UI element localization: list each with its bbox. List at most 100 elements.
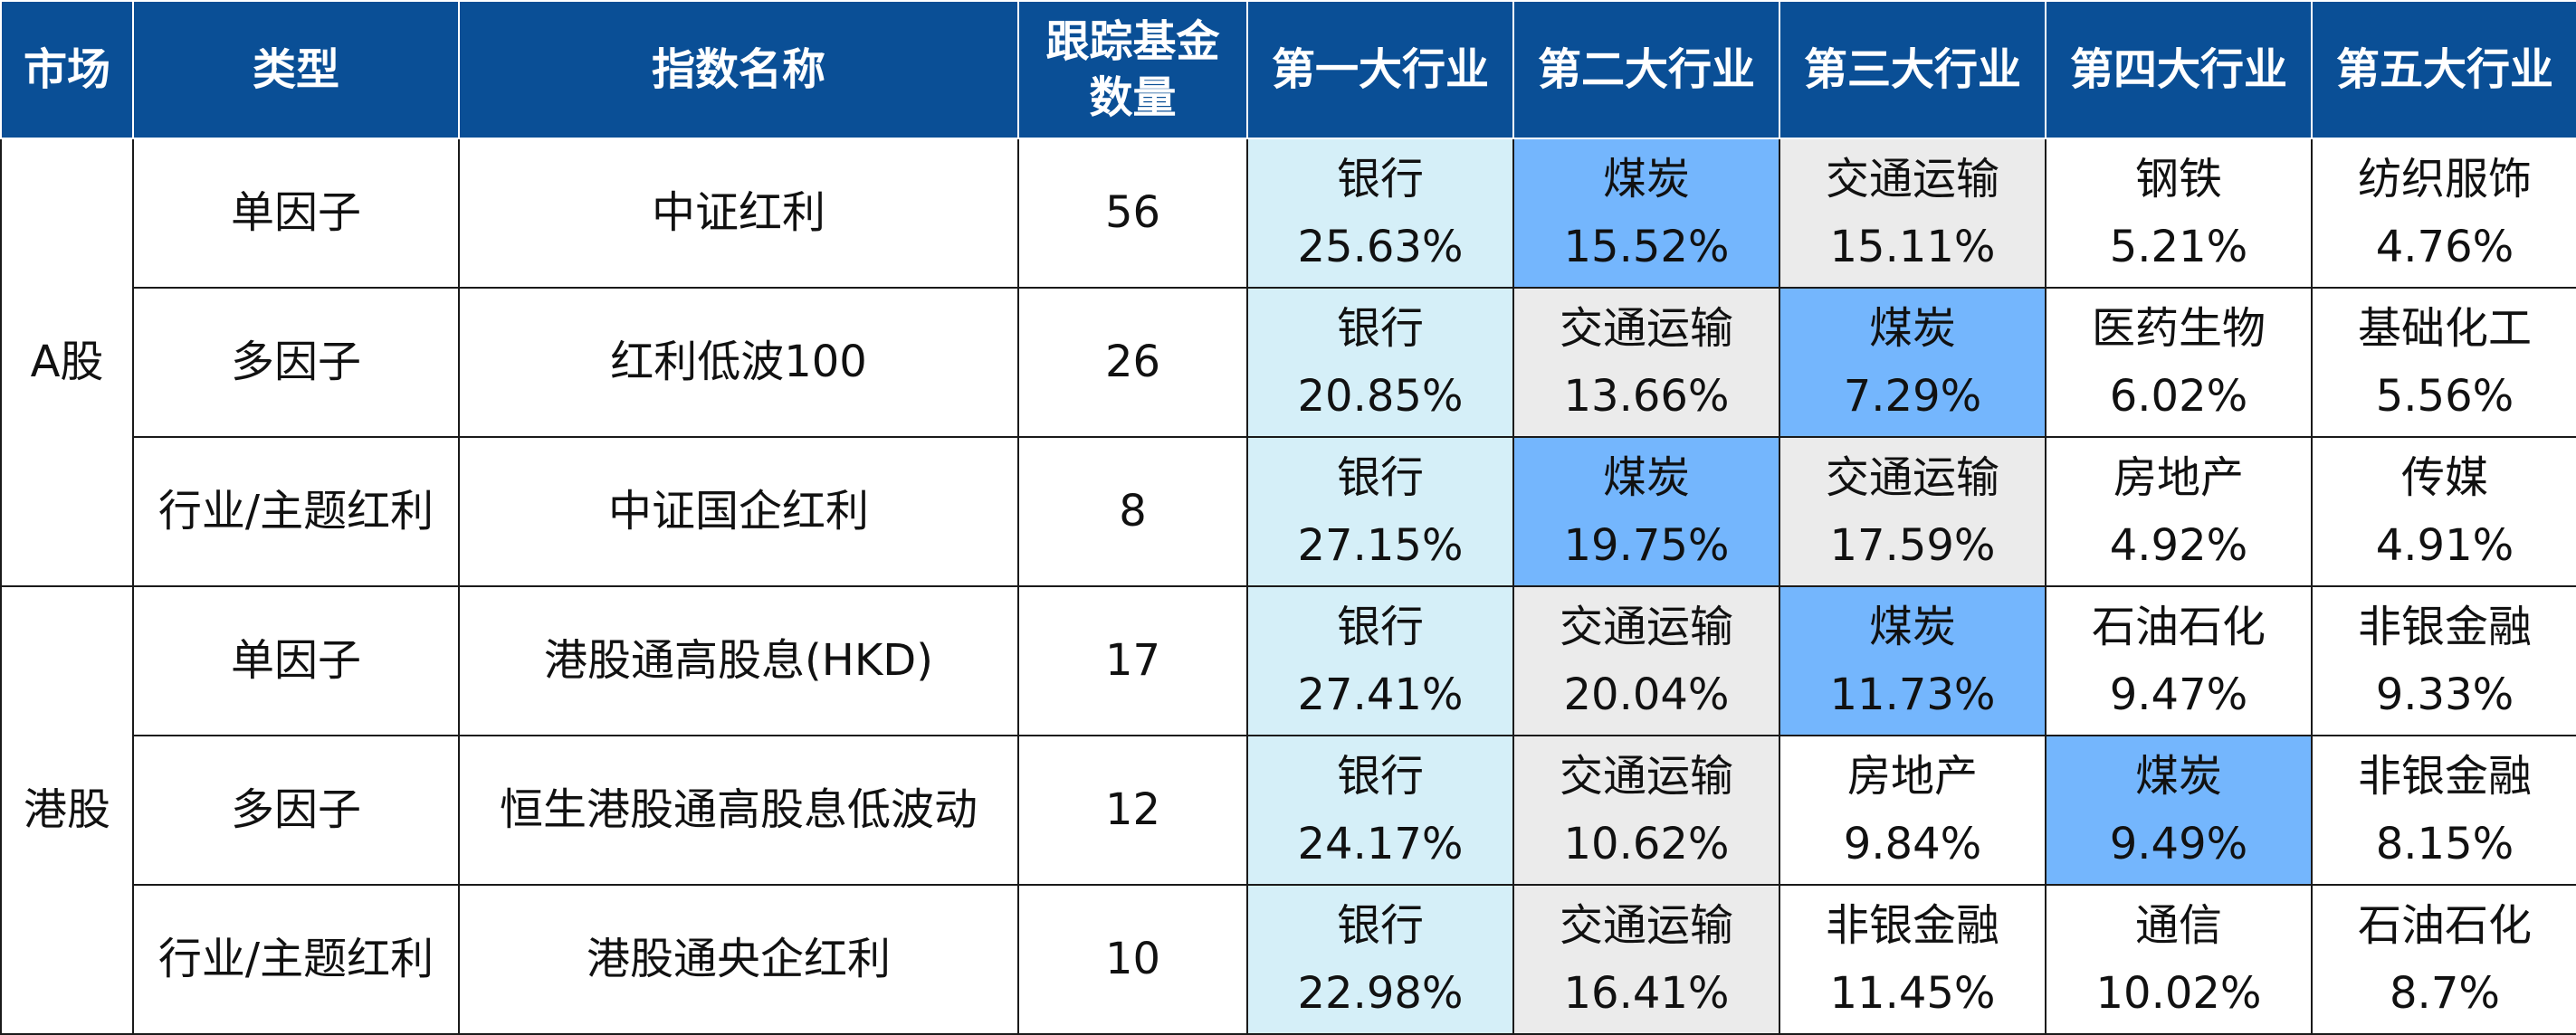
industry-weight: 4.91% (2375, 519, 2514, 571)
table-row: 多因子 红利低波100 26 银行 20.85% 交通运输 13.66% 煤炭 7.29% 医药生… (1, 287, 2576, 438)
industry-name: 石油石化 (2091, 602, 2266, 653)
industry-weight: 8.15% (2375, 818, 2514, 869)
industry-weight: 10.62% (1563, 818, 1730, 869)
industry-weight: 9.49% (2109, 818, 2248, 869)
fund-count-cell: 56 (1017, 138, 1248, 289)
industry-3-cell: 交通运输 15.11% (1779, 138, 2046, 289)
type-cell: 多因子 (132, 735, 460, 886)
fund-count-cell: 12 (1017, 735, 1248, 886)
type-cell: 行业/主题红利 (132, 436, 460, 587)
industry-name: 煤炭 (1602, 154, 1690, 205)
industry-weight: 10.02% (2095, 967, 2262, 1019)
industry-weight: 15.52% (1563, 221, 1730, 272)
industry-weight: 11.73% (1829, 669, 1996, 720)
industry-weight: 27.15% (1297, 519, 1464, 571)
industry-4-cell: 钢铁 5.21% (2045, 138, 2313, 289)
industry-3-cell: 煤炭 11.73% (1779, 585, 2046, 736)
industry-1-cell: 银行 20.85% (1246, 287, 1514, 438)
industry-weight: 27.41% (1297, 669, 1464, 720)
industry-1-cell: 银行 27.15% (1246, 436, 1514, 587)
industry-weight: 13.66% (1563, 370, 1730, 422)
industry-5-cell: 非银金融 9.33% (2311, 585, 2576, 736)
index-name-cell: 港股通央企红利 (458, 884, 1019, 1035)
industry-2-cell: 交通运输 13.66% (1512, 287, 1780, 438)
industry-name: 银行 (1336, 452, 1424, 504)
index-name-cell: 中证红利 (458, 138, 1019, 289)
industry-name: 房地产 (1846, 751, 1978, 802)
header-industry-5: 第五大行业 (2311, 0, 2576, 139)
industry-2-cell: 煤炭 19.75% (1512, 436, 1780, 587)
industry-name: 基础化工 (2357, 303, 2532, 355)
header-fund-count-line2: 数量 (1089, 72, 1177, 123)
industry-3-cell: 房地产 9.84% (1779, 735, 2046, 886)
industry-weight: 4.76% (2375, 221, 2514, 272)
industry-name: 煤炭 (1868, 303, 1956, 355)
industry-weight: 8.7% (2390, 967, 2500, 1019)
industry-name: 纺织服饰 (2357, 154, 2532, 205)
industry-5-cell: 纺织服饰 4.76% (2311, 138, 2576, 289)
industry-4-cell: 医药生物 6.02% (2045, 287, 2313, 438)
industry-name: 石油石化 (2357, 900, 2532, 952)
type-cell: 多因子 (132, 287, 460, 438)
industry-weight: 5.56% (2375, 370, 2514, 422)
index-name-cell: 红利低波100 (458, 287, 1019, 438)
industry-weight: 5.21% (2109, 221, 2248, 272)
industry-5-cell: 基础化工 5.56% (2311, 287, 2576, 438)
header-industry-2: 第二大行业 (1512, 0, 1780, 139)
header-market: 市场 (0, 0, 134, 139)
industry-name: 银行 (1336, 303, 1424, 355)
table-body: A股 单因子 中证红利 56 银行 25.63% 煤炭 15.52% 交通运输 15.11% 钢铁 5… (0, 138, 2576, 1035)
header-index-name: 指数名称 (458, 0, 1019, 139)
industry-weight: 6.02% (2109, 370, 2248, 422)
industry-name: 煤炭 (2134, 751, 2222, 802)
industry-3-cell: 交通运输 17.59% (1779, 436, 2046, 587)
industry-weight: 22.98% (1297, 967, 1464, 1019)
industry-weight: 11.45% (1829, 967, 1996, 1019)
industry-name: 银行 (1336, 751, 1424, 802)
table-row: 多因子 恒生港股通高股息低波动 12 银行 24.17% 交通运输 10.62% 房地产 9.8… (1, 735, 2576, 886)
industry-3-cell: 煤炭 7.29% (1779, 287, 2046, 438)
industry-weight: 16.41% (1563, 967, 1730, 1019)
industry-name: 银行 (1336, 900, 1424, 952)
fund-count-cell: 26 (1017, 287, 1248, 438)
industry-3-cell: 非银金融 11.45% (1779, 884, 2046, 1035)
industry-name: 房地产 (2113, 452, 2244, 504)
industry-weight: 20.04% (1563, 669, 1730, 720)
industry-1-cell: 银行 24.17% (1246, 735, 1514, 886)
header-row: 市场 类型 指数名称 跟踪基金 数量 第一大行业 第二大行业 第三大行业 第四大… (0, 0, 2576, 139)
industry-name: 银行 (1336, 602, 1424, 653)
market-cell: 港股 (0, 585, 134, 1035)
fund-count-cell: 17 (1017, 585, 1248, 736)
industry-name: 非银金融 (2357, 602, 2532, 653)
industry-4-cell: 石油石化 9.47% (2045, 585, 2313, 736)
industry-1-cell: 银行 22.98% (1246, 884, 1514, 1035)
type-cell: 单因子 (132, 138, 460, 289)
industry-1-cell: 银行 27.41% (1246, 585, 1514, 736)
index-name-cell: 恒生港股通高股息低波动 (458, 735, 1019, 886)
header-industry-3: 第三大行业 (1779, 0, 2046, 139)
fund-count-cell: 8 (1017, 436, 1248, 587)
industry-2-cell: 交通运输 10.62% (1512, 735, 1780, 886)
industry-weight: 9.33% (2375, 669, 2514, 720)
industry-weight: 15.11% (1829, 221, 1996, 272)
fund-count-cell: 10 (1017, 884, 1248, 1035)
industry-name: 通信 (2134, 900, 2222, 952)
industry-name: 交通运输 (1825, 154, 1999, 205)
industry-weight: 19.75% (1563, 519, 1730, 571)
industry-2-cell: 交通运输 20.04% (1512, 585, 1780, 736)
industry-name: 煤炭 (1602, 452, 1690, 504)
industry-name: 非银金融 (2357, 751, 2532, 802)
type-cell: 单因子 (132, 585, 460, 736)
industry-name: 煤炭 (1868, 602, 1956, 653)
industry-name: 钢铁 (2134, 154, 2222, 205)
industry-4-cell: 煤炭 9.49% (2045, 735, 2313, 886)
header-fund-count: 跟踪基金 数量 (1017, 0, 1248, 139)
industry-4-cell: 房地产 4.92% (2045, 436, 2313, 587)
table-row: 行业/主题红利 中证国企红利 8 银行 27.15% 煤炭 19.75% 交通运输 17.59%… (1, 436, 2576, 587)
industry-5-cell: 非银金融 8.15% (2311, 735, 2576, 886)
industry-name: 传媒 (2400, 452, 2488, 504)
industry-weight: 7.29% (1843, 370, 1982, 422)
header-industry-4: 第四大行业 (2045, 0, 2313, 139)
industry-weight: 4.92% (2109, 519, 2248, 571)
